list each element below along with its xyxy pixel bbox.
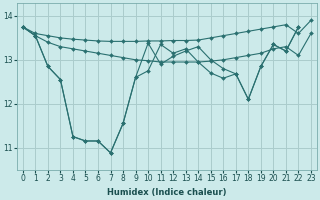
X-axis label: Humidex (Indice chaleur): Humidex (Indice chaleur) (107, 188, 227, 197)
